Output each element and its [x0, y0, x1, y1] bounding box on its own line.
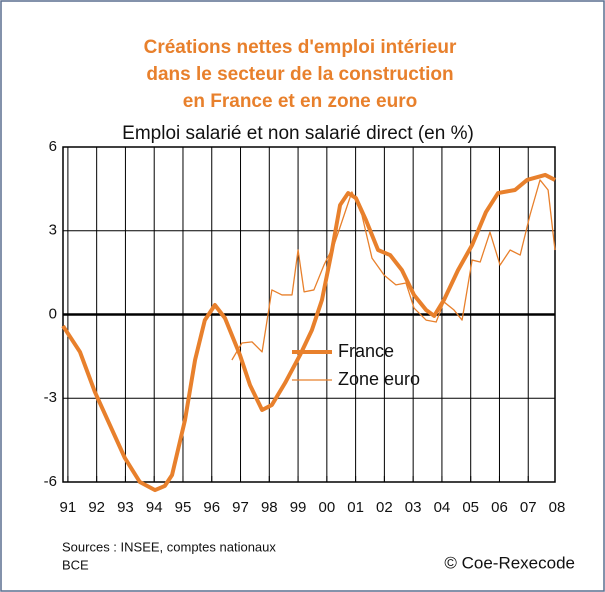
subtitle: Emploi salarié et non salarié direct (en… — [122, 123, 474, 144]
y-tick-label: -3 — [44, 389, 57, 406]
x-tick-label: 97 — [232, 499, 249, 516]
y-tick-label: 3 — [49, 222, 57, 239]
x-tick-label: 96 — [203, 499, 220, 516]
copyright: © Coe-Rexecode — [444, 553, 575, 572]
source: BCE — [62, 557, 89, 572]
x-tick-label: 05 — [462, 499, 479, 516]
x-tick-label: 06 — [491, 499, 508, 516]
x-tick-label: 07 — [520, 499, 537, 516]
series-line — [61, 172, 556, 493]
x-tick-label: 94 — [146, 499, 163, 516]
x-tick-label: 91 — [60, 499, 77, 516]
x-tick-label: 02 — [376, 499, 393, 516]
x-tick-label: 01 — [347, 499, 364, 516]
x-tick-label: 04 — [434, 499, 451, 516]
x-tick-label: 00 — [318, 499, 335, 516]
x-tick-label: 08 — [549, 499, 566, 516]
series-line — [231, 179, 556, 361]
chart-title: Créations nettes d'emploi intérieur — [144, 37, 457, 58]
source: Sources : INSEE, comptes nationaux — [62, 539, 276, 554]
y-tick-label: -6 — [44, 473, 57, 490]
legend-label: France — [338, 341, 394, 361]
chart-title: en France et en zone euro — [183, 91, 417, 112]
x-tick-label: 99 — [290, 499, 307, 516]
x-tick-label: 03 — [405, 499, 422, 516]
x-tick-label: 93 — [117, 499, 134, 516]
x-tick-label: 98 — [261, 499, 278, 516]
legend-label: Zone euro — [338, 369, 420, 389]
y-tick-label: 0 — [49, 305, 57, 322]
x-tick-label: 95 — [175, 499, 192, 516]
y-tick-label: 6 — [49, 138, 57, 155]
x-tick-label: 92 — [88, 499, 105, 516]
chart-title: dans le secteur de la construction — [146, 64, 453, 85]
